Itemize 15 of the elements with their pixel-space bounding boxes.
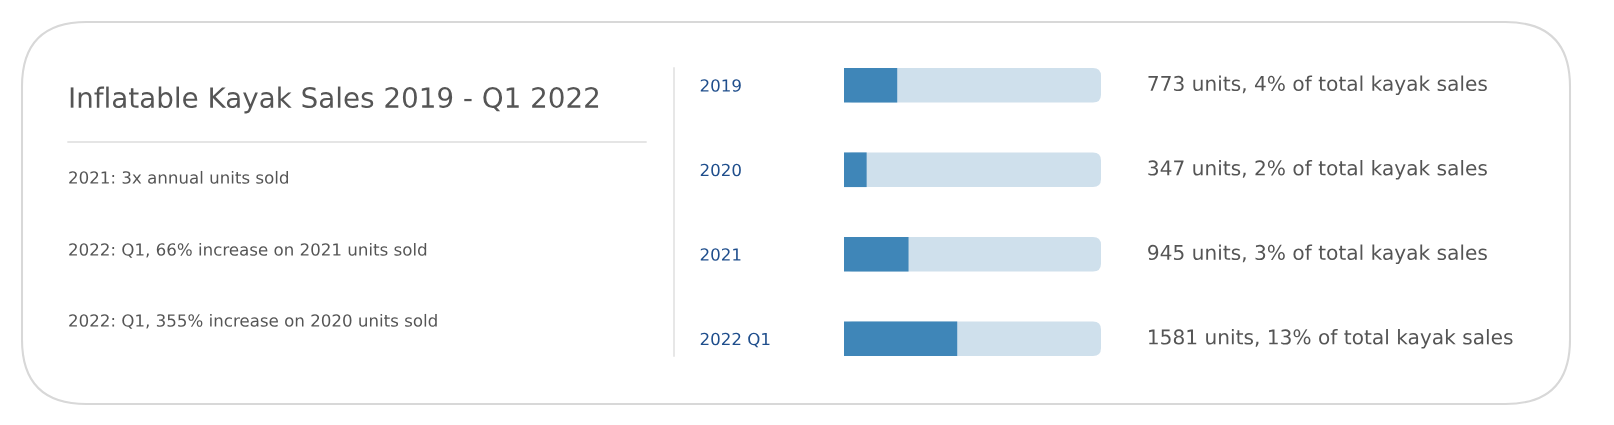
- bar: [844, 152, 867, 188]
- bar: [844, 67, 898, 103]
- text: 773 units, 4% of total kayak sales: [1148, 75, 1487, 95]
- text: Inflatable Kayak Sales 2019 - Q1 2022: [70, 86, 599, 114]
- bar: [844, 236, 909, 272]
- text: 347 units, 2% of total kayak sales: [1148, 160, 1487, 180]
- text: 2022: Q1, 66% increase on 2021 units sold: [69, 242, 427, 258]
- text: 945 units, 3% of total kayak sales: [1148, 244, 1487, 264]
- y-tick-label: 2022 Q1: [700, 332, 770, 348]
- text: 2022: Q1, 355% increase on 2020 units sold: [69, 313, 437, 329]
- y-tick-label: 2019: [700, 79, 741, 92]
- y-tick-label: 2020: [700, 163, 741, 177]
- text: 2021: 3x annual units sold: [69, 170, 288, 184]
- y-tick-label: 2021: [700, 248, 741, 261]
- text: 1581 units, 13% of total kayak sales: [1149, 329, 1513, 349]
